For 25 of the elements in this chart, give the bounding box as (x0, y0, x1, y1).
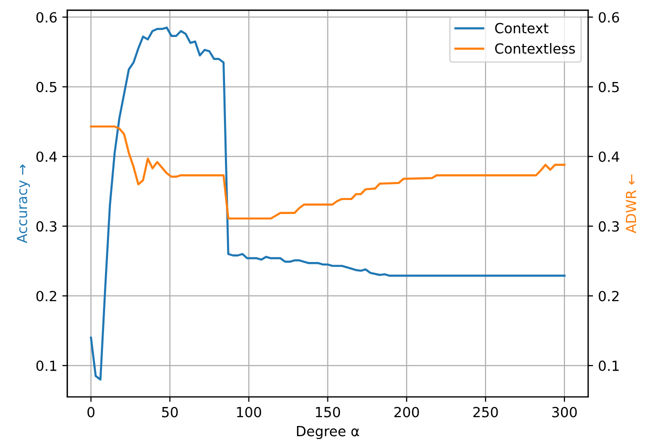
y-tick-label: 0.5 (36, 82, 56, 92)
y2-tick-label: 0.5 (598, 82, 619, 92)
x-axis-title: Degree α (297, 426, 360, 440)
y-tick-label: 0.1 (36, 360, 56, 372)
y-tick-label: 0.2 (36, 290, 56, 302)
y-tick-label: 0.6 (36, 12, 57, 23)
y2-tick-label: 0.1 (598, 360, 619, 372)
y-tick-label: 0.3 (36, 221, 56, 232)
x-tick-label: 250 (473, 406, 498, 418)
y2-tick-label: 0.3 (598, 221, 619, 232)
y-tick-label: 0.4 (36, 151, 57, 162)
x-tick-label: 0 (87, 406, 94, 418)
x-tick-label: 150 (316, 406, 340, 418)
x-tick-label: 300 (552, 406, 577, 418)
y-axis-title: Accuracy → (16, 164, 30, 244)
x-tick-label: 100 (237, 406, 262, 418)
line-series (90, 125, 566, 220)
x-tick-label: 50 (162, 406, 178, 418)
legend-label: Contextless (495, 43, 575, 54)
y2-tick-label: 0.4 (598, 151, 620, 162)
legend-label: Context (495, 22, 548, 34)
y2-tick-label: 0.2 (598, 290, 619, 302)
y2-axis-title: ADWR ← (626, 174, 636, 234)
y2-tick-label: 0.6 (598, 12, 620, 23)
x-tick-label: 200 (394, 406, 419, 418)
